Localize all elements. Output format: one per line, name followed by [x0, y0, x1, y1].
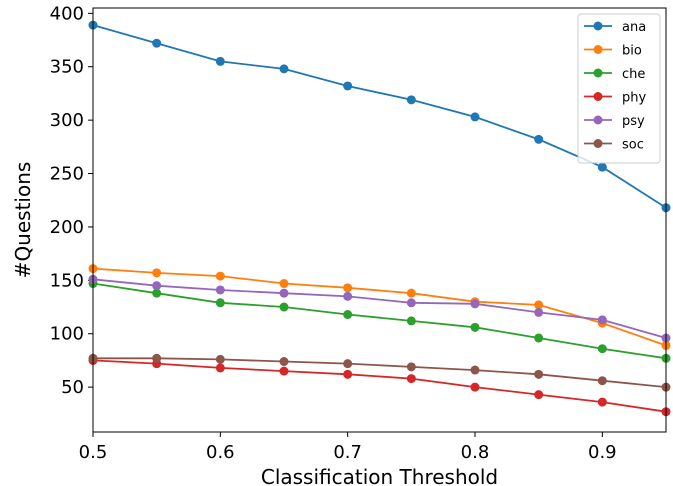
data-point: [406, 288, 416, 298]
legend-marker: [593, 21, 603, 31]
data-point: [597, 315, 607, 325]
series-bio: [88, 264, 671, 350]
y-tick-label: 400: [50, 3, 84, 24]
x-axis-label: Classification Threshold: [261, 465, 498, 486]
data-point: [534, 134, 544, 144]
legend-label: phy: [622, 91, 646, 106]
data-point: [406, 298, 416, 308]
legend-item-soc: soc: [584, 138, 644, 153]
data-point: [534, 300, 544, 310]
legend-box: [577, 13, 661, 164]
data-point: [597, 344, 607, 354]
legend-marker: [593, 45, 603, 54]
y-axis-ticks: 50 100 150 200 250 300 350 400: [50, 3, 93, 398]
data-point: [215, 354, 225, 364]
y-axis-label: #Questions: [11, 162, 35, 279]
legend-label: che: [622, 67, 645, 82]
legend-label: soc: [622, 138, 644, 153]
data-point: [534, 369, 544, 379]
x-axis-ticks: 0.5 0.6 0.7 0.8 0.9: [79, 432, 617, 463]
data-point: [406, 95, 416, 105]
legend-marker: [593, 68, 603, 78]
x-tick-label: 0.7: [333, 442, 362, 463]
y-tick-label: 250: [50, 164, 84, 185]
data-point: [470, 322, 480, 332]
series-line: [92, 359, 667, 413]
series-line: [92, 24, 667, 209]
data-point: [597, 376, 607, 386]
series-phy: [88, 355, 671, 417]
data-point: [279, 302, 289, 312]
y-tick-label: 100: [50, 324, 84, 345]
data-point: [406, 362, 416, 372]
data-point: [470, 382, 480, 392]
data-point: [406, 316, 416, 326]
legend-item-phy: phy: [584, 91, 646, 106]
data-point: [343, 291, 353, 301]
data-point: [534, 390, 544, 400]
data-point: [152, 268, 162, 278]
data-point: [597, 162, 607, 172]
data-point: [597, 397, 607, 407]
legend-marker: [593, 92, 603, 101]
legend-label: bio: [622, 44, 642, 59]
data-point: [343, 359, 353, 369]
data-point: [152, 38, 162, 48]
data-point: [215, 298, 225, 308]
y-tick-label: 150: [50, 270, 84, 291]
legend-label: ana: [622, 20, 646, 35]
y-tick-label: 200: [50, 217, 84, 238]
data-point: [279, 64, 289, 74]
data-point: [470, 365, 480, 375]
legend-item-bio: bio: [584, 44, 642, 59]
data-point: [343, 310, 353, 320]
series-line: [92, 278, 667, 339]
y-tick-label: 300: [50, 110, 84, 131]
data-point: [279, 279, 289, 289]
legend-item-psy: psy: [584, 114, 645, 129]
legend-item-che: che: [584, 67, 645, 82]
y-tick-label: 350: [50, 57, 84, 78]
legend: ana bio che phy psy soc: [577, 13, 661, 164]
plot-frame: [92, 7, 667, 433]
data-point: [343, 81, 353, 91]
series-soc: [88, 353, 671, 392]
legend-marker: [593, 115, 603, 125]
data-point: [534, 333, 544, 343]
data-point: [279, 357, 289, 367]
y-tick-label: 50: [61, 377, 84, 398]
series-line: [93, 357, 667, 388]
data-point: [470, 112, 480, 122]
data-point: [215, 56, 225, 66]
data-point: [470, 299, 480, 309]
x-tick-label: 0.9: [588, 442, 617, 463]
data-point: [152, 281, 162, 291]
x-tick-label: 0.5: [79, 442, 108, 463]
series-layer: [88, 20, 671, 417]
data-point: [279, 366, 289, 376]
series-che: [88, 279, 671, 363]
data-point: [215, 271, 225, 281]
series-psy: [88, 274, 671, 343]
series-line: [92, 282, 667, 360]
data-point: [406, 374, 416, 384]
data-point: [152, 353, 162, 363]
data-point: [534, 307, 544, 317]
data-point: [279, 288, 289, 298]
series-line: [92, 267, 667, 347]
legend-item-ana: ana: [584, 20, 646, 35]
x-tick-label: 0.6: [206, 442, 235, 463]
x-tick-label: 0.8: [461, 442, 490, 463]
data-point: [215, 363, 225, 373]
data-point: [343, 369, 353, 379]
legend-label: psy: [622, 114, 645, 129]
legend-marker: [593, 139, 603, 148]
data-point: [215, 285, 225, 295]
data-point: [152, 288, 162, 298]
data-point: [343, 283, 353, 293]
series-ana: [88, 20, 671, 213]
